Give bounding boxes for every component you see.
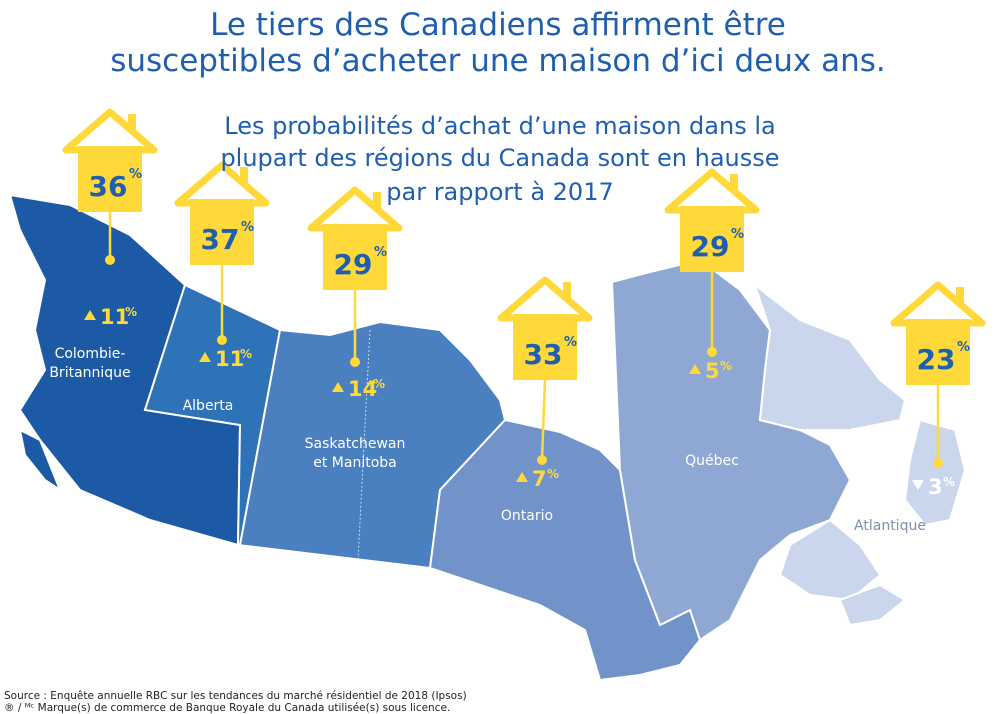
footer-source: Source : Enquête annuelle RBC sur les te… (4, 690, 467, 702)
change-value: 14 (348, 377, 377, 401)
region-atlantic-labrador (753, 282, 907, 431)
house-chimney-icon (730, 174, 738, 192)
region-sask-manitoba (237, 320, 507, 570)
change-percent-sign: % (125, 305, 137, 319)
house-body-icon (680, 206, 744, 272)
connector-line (540, 377, 547, 461)
house-chimney-icon (240, 167, 248, 185)
house-body-icon (513, 314, 577, 380)
percent-value: 36 (89, 170, 128, 203)
region-name: Québec (685, 453, 739, 469)
house-chimney-icon (128, 114, 136, 132)
location-dot (105, 255, 115, 265)
change-percent-sign: % (547, 467, 559, 481)
region-name: Alberta (183, 398, 234, 414)
region-bc (8, 193, 242, 547)
percent-sign: % (374, 245, 387, 260)
subtitle-line3: par rapport à 2017 (386, 178, 614, 206)
change-value: 5 (705, 359, 720, 383)
location-dot (707, 347, 717, 357)
house-roof-icon (890, 281, 986, 327)
region-name: Atlantique (854, 518, 926, 534)
change-percent-sign: % (240, 347, 252, 361)
region-atlantic-ns (838, 583, 907, 627)
location-dot (933, 458, 943, 468)
subtitle-line1: Les probabilités d’achat d’une maison da… (224, 112, 776, 140)
change-percent-sign: % (943, 475, 955, 489)
change-value: 7 (532, 467, 547, 491)
footer-trademark: ® / ᴹᶜ Marque(s) de commerce de Banque R… (4, 702, 451, 714)
house-chimney-icon (956, 287, 964, 305)
main-title-line1: Le tiers des Canadiens affirment être (210, 7, 786, 43)
percent-value: 23 (917, 343, 956, 376)
percent-sign: % (241, 220, 254, 235)
up-arrow-icon (199, 352, 211, 362)
up-arrow-icon (516, 472, 528, 482)
change-percent-sign: % (373, 377, 385, 391)
main-title-line2: susceptibles d’acheter une maison d’ici … (110, 43, 886, 79)
up-arrow-icon (84, 310, 96, 320)
vancouver-island (18, 428, 63, 493)
region-name: Colombie- (55, 346, 126, 362)
house-body-icon (78, 146, 142, 212)
change-value: 11 (215, 347, 244, 371)
percent-sign: % (957, 340, 970, 355)
location-dot (537, 455, 547, 465)
location-dot (217, 335, 227, 345)
up-arrow-icon (689, 364, 701, 374)
change-value: 3 (928, 475, 943, 499)
region-name: Ontario (501, 508, 553, 524)
percent-sign: % (564, 335, 577, 350)
subtitle-line2: plupart des régions du Canada sont en ha… (220, 144, 780, 172)
region-name: Saskatchewan (305, 436, 406, 452)
region-atlantic-maritimes (778, 518, 882, 602)
percent-value: 29 (334, 248, 373, 281)
up-arrow-icon (332, 382, 344, 392)
house-roof-icon (497, 276, 593, 322)
region-ontario (428, 418, 702, 682)
region-atlantic-newfoundland (903, 418, 967, 527)
house-body-icon (906, 319, 970, 385)
down-arrow-icon (912, 480, 924, 490)
region-name-line2: Britannique (49, 365, 130, 381)
change-value: 11 (100, 305, 129, 329)
change-percent-sign: % (720, 359, 732, 373)
percent-sign: % (129, 167, 142, 182)
percent-value: 37 (201, 223, 240, 256)
location-dot (350, 357, 360, 367)
percent-sign: % (731, 227, 744, 242)
house-chimney-icon (373, 192, 381, 210)
house-body-icon (190, 199, 254, 265)
percent-value: 33 (524, 338, 563, 371)
house-body-icon (323, 224, 387, 290)
region-name-line2: et Manitoba (313, 455, 397, 471)
percent-value: 29 (691, 230, 730, 263)
house-chimney-icon (563, 282, 571, 300)
region-quebec (610, 258, 852, 642)
